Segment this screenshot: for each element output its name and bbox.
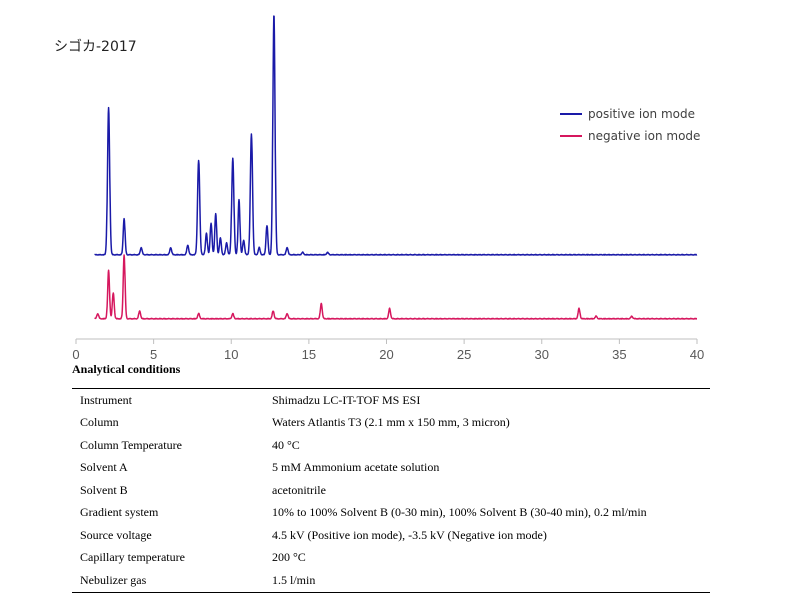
condition-value: Shimadzu LC-IT-TOF MS ESI — [272, 392, 421, 407]
x-tick-label: 40 — [690, 347, 704, 362]
condition-value: 200 °C — [272, 550, 306, 565]
x-tick-label: 15 — [302, 347, 316, 362]
x-tick-label: 35 — [612, 347, 626, 362]
series-line-negative — [94, 254, 698, 320]
legend-swatch-positive — [560, 113, 582, 115]
condition-label: Gradient system — [80, 505, 159, 520]
table-row: Solvent A 5 mM Ammonium acetate solution — [72, 457, 710, 480]
series-line-positive — [94, 15, 698, 256]
condition-value: 1.5 l/min — [272, 572, 316, 587]
condition-label: Solvent B — [80, 482, 128, 497]
condition-label: Solvent A — [80, 460, 128, 475]
legend-label-positive: positive ion mode — [588, 107, 696, 121]
x-tick-label: 10 — [224, 347, 238, 362]
condition-value: 10% to 100% Solvent B (0-30 min), 100% S… — [272, 505, 647, 520]
condition-value: Waters Atlantis T3 (2.1 mm x 150 mm, 3 m… — [272, 415, 510, 430]
x-tick-label: 25 — [457, 347, 471, 362]
condition-label: Capillary temperature — [80, 550, 185, 565]
table-row: Column Temperature 40 °C — [72, 434, 710, 457]
x-tick-label: 5 — [150, 347, 157, 362]
chromatogram-chart: 0 5 10 15 20 25 30 35 40 — [72, 15, 704, 362]
analytical-conditions-heading: Analytical conditions — [72, 362, 181, 376]
x-tick-label: 30 — [535, 347, 549, 362]
chart-title: シゴカ-2017 — [54, 39, 137, 55]
conditions-table: Instrument Shimadzu LC-IT-TOF MS ESI Colum… — [72, 388, 710, 593]
condition-label: Column Temperature — [80, 437, 182, 452]
condition-value: 4.5 kV (Positive ion mode), -3.5 kV (Neg… — [272, 527, 547, 542]
condition-value: 5 mM Ammonium acetate solution — [272, 460, 440, 475]
condition-value: acetonitrile — [272, 482, 326, 497]
table-row: Capillary temperature 200 °C — [72, 547, 710, 570]
x-tick-label: 0 — [72, 347, 79, 362]
legend-item-negative: negative ion mode — [560, 129, 700, 143]
legend-item-positive: positive ion mode — [560, 107, 695, 121]
legend-swatch-negative — [560, 135, 582, 137]
table-row: Source voltage 4.5 kV (Positive ion mode)… — [72, 524, 710, 547]
table-row: Column Waters Atlantis T3 (2.1 mm x 150 m… — [72, 412, 710, 435]
condition-label: Nebulizer gas — [80, 572, 147, 587]
x-tick-label: 20 — [379, 347, 393, 362]
table-row: Nebulizer gas 1.5 l/min — [72, 569, 710, 592]
condition-label: Column — [80, 415, 119, 430]
condition-label: Source voltage — [80, 527, 152, 542]
table-row: Gradient system 10% to 100% Solvent B (0-… — [72, 502, 710, 525]
legend-label-negative: negative ion mode — [588, 129, 701, 143]
condition-value: 40 °C — [272, 437, 300, 452]
table-row: Solvent B acetonitrile — [72, 479, 710, 502]
table-row: Instrument Shimadzu LC-IT-TOF MS ESI — [72, 389, 710, 412]
condition-label: Instrument — [80, 392, 132, 407]
